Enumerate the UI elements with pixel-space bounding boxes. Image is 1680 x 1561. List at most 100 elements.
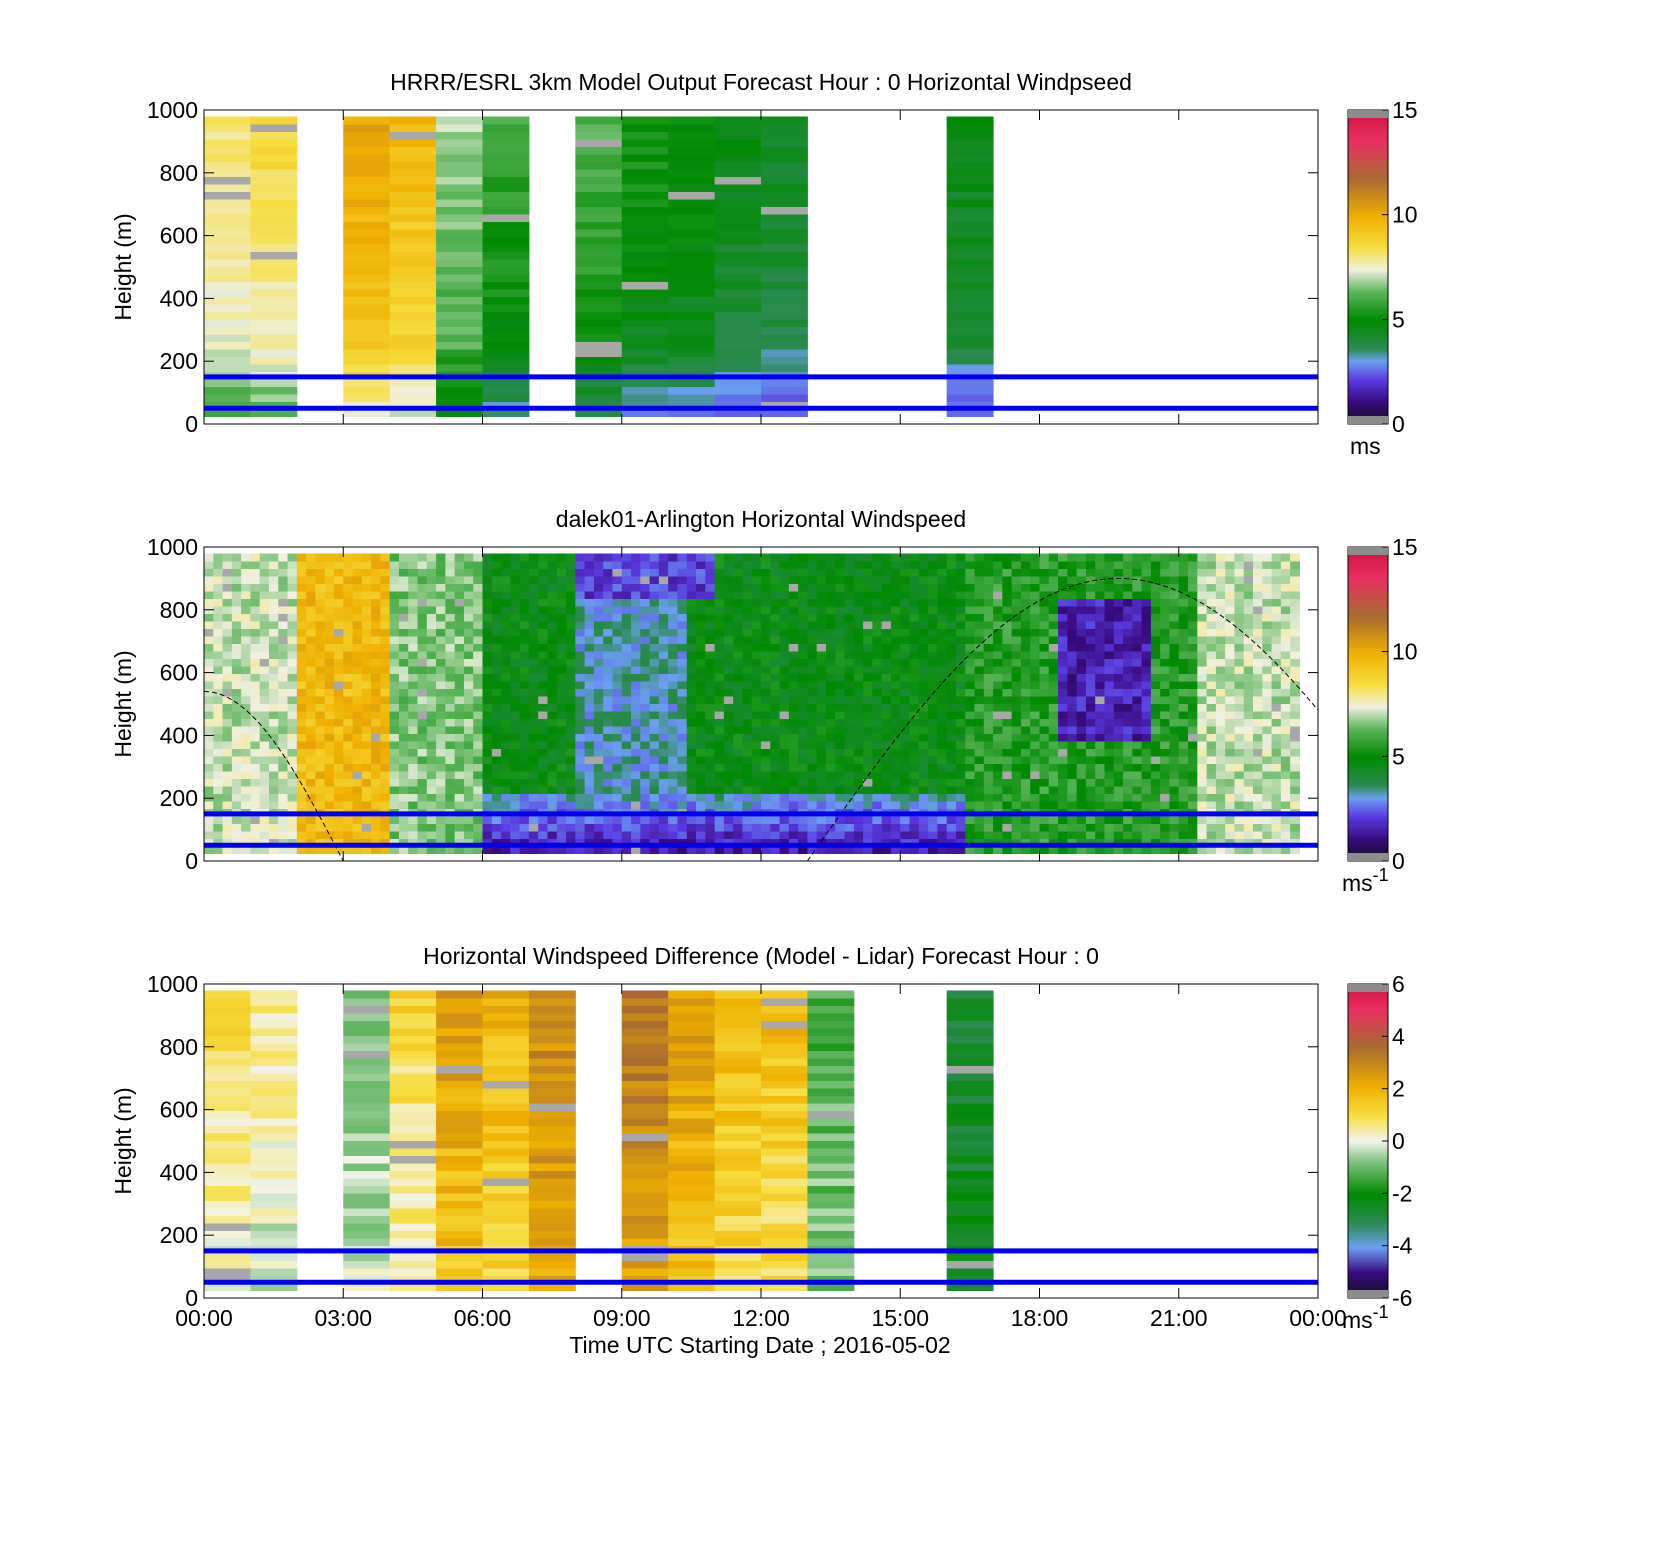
heatmap-cell <box>584 801 595 809</box>
heatmap-cell <box>928 568 938 577</box>
heatmap-cell <box>324 583 335 592</box>
heatmap-cell <box>844 763 855 772</box>
heatmap-cell <box>603 831 613 839</box>
heatmap-cell <box>250 154 298 162</box>
heatmap-cell <box>547 621 558 629</box>
heatmap-cell <box>1178 688 1189 697</box>
heatmap-cell <box>900 583 911 592</box>
heatmap-cell <box>1178 613 1189 622</box>
heatmap-cell <box>881 561 892 569</box>
heatmap-cell <box>222 606 233 614</box>
heatmap-cell <box>965 831 976 839</box>
heatmap-cell <box>1132 846 1143 854</box>
heatmap-cell <box>770 771 781 779</box>
heatmap-cell <box>343 771 354 779</box>
heatmap-cell <box>603 613 613 622</box>
heatmap-cell <box>250 229 298 237</box>
heatmap-cell <box>1039 561 1050 569</box>
heatmap-cell <box>816 733 827 742</box>
heatmap-cell <box>770 846 781 854</box>
heatmap-cell <box>547 651 558 659</box>
heatmap-cell <box>501 606 511 614</box>
heatmap-cell <box>204 251 251 260</box>
heatmap-cell <box>482 711 493 719</box>
heatmap-cell <box>482 658 493 667</box>
heatmap-cell <box>547 666 558 674</box>
heatmap-cell <box>1011 651 1022 659</box>
heatmap-cell <box>593 651 604 659</box>
heatmap-cell <box>621 606 632 614</box>
heatmap-cell <box>798 636 808 644</box>
heatmap-cell <box>389 553 400 562</box>
heatmap-cell <box>519 688 530 697</box>
heatmap-cell <box>556 823 567 832</box>
heatmap-cell <box>1206 591 1217 599</box>
heatmap-cell <box>658 688 669 697</box>
heatmap-cell <box>389 576 400 584</box>
heatmap-cell <box>825 786 836 794</box>
heatmap-cell <box>621 386 669 395</box>
heatmap-cell <box>974 756 985 764</box>
heatmap-cell <box>946 583 957 592</box>
heatmap-cell <box>640 846 651 854</box>
heatmap-cell <box>1132 598 1143 607</box>
heatmap-cell <box>1011 741 1022 749</box>
heatmap-cell <box>696 801 706 809</box>
heatmap-cell <box>1215 756 1226 764</box>
heatmap-cell <box>389 793 400 802</box>
heatmap-cell <box>723 778 734 787</box>
heatmap-cell <box>398 643 409 652</box>
heatmap-cell <box>983 621 994 629</box>
heatmap-cell <box>761 304 808 312</box>
heatmap-cell <box>296 711 307 719</box>
heatmap-cell <box>463 823 474 832</box>
heatmap-cell <box>1225 628 1235 637</box>
heatmap-cell <box>436 139 483 147</box>
heatmap-cell <box>333 741 344 749</box>
heatmap-cell <box>566 703 576 712</box>
heatmap-cell <box>677 823 688 832</box>
heatmap-cell <box>324 576 335 584</box>
heatmap-cell <box>1058 681 1068 689</box>
heatmap-cell <box>593 771 604 779</box>
heatmap-cell <box>436 801 446 809</box>
heatmap-cell <box>389 334 437 342</box>
heatmap-cell <box>463 846 474 854</box>
heatmap-cell <box>436 326 483 335</box>
heatmap-cell <box>408 733 419 742</box>
heatmap-cell <box>825 793 836 802</box>
heatmap-cell <box>649 823 660 832</box>
heatmap-cell <box>705 561 716 569</box>
heatmap-cell <box>1197 711 1208 719</box>
heatmap-cell <box>343 289 391 297</box>
heatmap-cell <box>696 711 706 719</box>
heatmap-cell <box>1085 583 1096 592</box>
heatmap-cell <box>510 576 521 584</box>
heatmap-cell <box>788 696 799 704</box>
heatmap-cell <box>677 651 688 659</box>
heatmap-cell <box>603 553 613 562</box>
heatmap-cell <box>1095 583 1105 592</box>
heatmap-cell <box>1132 613 1143 622</box>
heatmap-cell <box>463 651 474 659</box>
heatmap-cell <box>965 688 976 697</box>
heatmap-cell <box>677 673 688 682</box>
heatmap-cell <box>445 703 456 712</box>
heatmap-cell <box>686 741 697 749</box>
heatmap-cell <box>668 666 678 674</box>
heatmap-cell <box>928 756 938 764</box>
heatmap-cell <box>473 598 483 607</box>
heatmap-cell <box>714 184 762 192</box>
heatmap-cell <box>928 696 938 704</box>
heatmap-cell <box>241 651 251 659</box>
heatmap-cell <box>677 838 688 847</box>
heatmap-cell <box>204 304 251 312</box>
heatmap-cell <box>584 681 595 689</box>
heatmap-cell <box>306 673 316 682</box>
heatmap-cell <box>658 801 669 809</box>
heatmap-cell <box>649 756 660 764</box>
heatmap-cell <box>918 838 929 847</box>
heatmap-cell <box>946 161 994 170</box>
heatmap-cell <box>603 748 613 757</box>
heatmap-cell <box>1095 823 1105 832</box>
